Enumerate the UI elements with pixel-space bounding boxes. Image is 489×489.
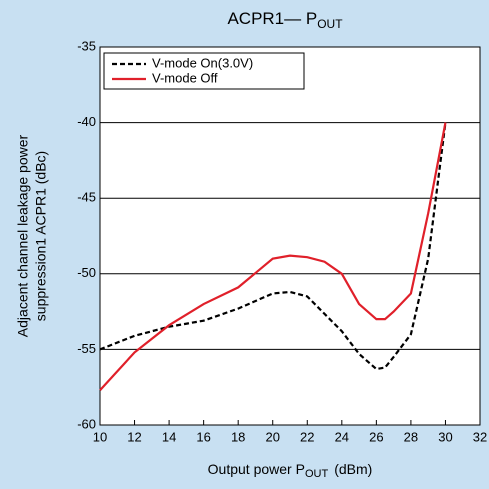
y-tick-label: -45 bbox=[77, 190, 96, 205]
legend-label: V-mode Off bbox=[152, 70, 218, 85]
x-tick-label: 22 bbox=[300, 429, 314, 444]
y-axis-label: suppression1 ACPR1 (dBc) bbox=[33, 151, 49, 321]
series-line bbox=[99, 122, 447, 371]
x-tick-label: 14 bbox=[162, 429, 176, 444]
x-tick-label: 12 bbox=[127, 429, 141, 444]
x-tick-label: 10 bbox=[93, 429, 107, 444]
x-tick-label: 26 bbox=[369, 429, 383, 444]
x-tick-label: 16 bbox=[196, 429, 210, 444]
y-tick-label: -55 bbox=[77, 341, 96, 356]
x-tick-label: 28 bbox=[404, 429, 418, 444]
y-tick-label: -35 bbox=[77, 38, 96, 53]
y-tick-label: -60 bbox=[77, 416, 96, 431]
plot-area bbox=[99, 46, 481, 426]
series-line bbox=[99, 122, 447, 391]
legend-label: V-mode On(3.0V) bbox=[152, 55, 253, 70]
y-axis-label: Adjacent channel leakage power bbox=[15, 134, 31, 337]
x-axis-label: Output power POUT (dBm) bbox=[208, 461, 373, 480]
x-tick-label: 30 bbox=[438, 429, 452, 444]
x-tick-label: 24 bbox=[335, 429, 349, 444]
legend-box bbox=[103, 52, 305, 90]
chart-title: ACPR1— POUT bbox=[227, 9, 343, 31]
x-tick-label: 20 bbox=[265, 429, 279, 444]
legend: V-mode On(3.0V)V-mode Off bbox=[103, 52, 305, 90]
y-tick-label: -40 bbox=[77, 114, 96, 129]
x-tick-label: 18 bbox=[231, 429, 245, 444]
y-tick-label: -50 bbox=[77, 265, 96, 280]
x-tick-label: 32 bbox=[473, 429, 487, 444]
